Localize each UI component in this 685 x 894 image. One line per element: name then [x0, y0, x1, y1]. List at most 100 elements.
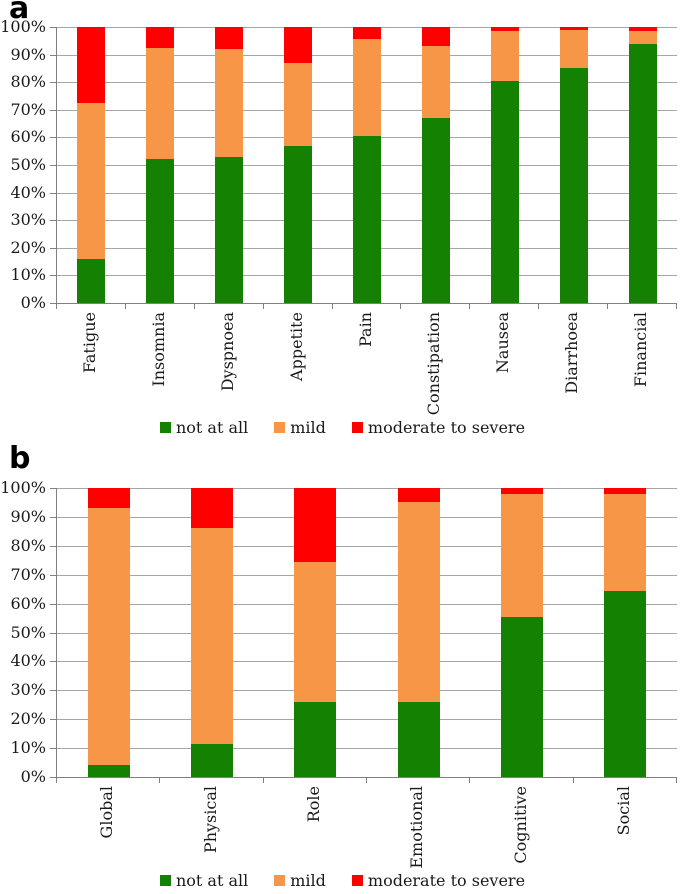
bar-dyspnoea — [215, 27, 244, 303]
bar-constipation — [421, 27, 450, 303]
y-axis-label: 0% — [20, 767, 46, 786]
y-axis-tick — [50, 137, 56, 139]
gridline — [57, 545, 677, 547]
gridline — [57, 516, 677, 518]
bar-segment-moderate-to-severe — [284, 27, 313, 63]
legend-item-moderate-to-severe: moderate to severe — [351, 418, 525, 437]
y-axis-tick — [50, 603, 56, 605]
y-axis-label: 40% — [10, 182, 46, 202]
bar-segment-mild — [87, 508, 130, 766]
legend-swatch-mild — [274, 422, 286, 433]
x-axis-label-role: Role — [303, 786, 323, 823]
y-axis-tick — [50, 220, 56, 222]
bar-segment-not-at-all — [215, 156, 244, 303]
legend-item-moderate-to-severe: moderate to severe — [351, 871, 525, 890]
bar-segment-mild — [353, 39, 381, 137]
bar-segment-mild — [397, 502, 440, 702]
x-axis-label-appetite: Appetite — [286, 312, 306, 381]
y-axis-tick — [50, 488, 56, 489]
bar-emotional — [397, 488, 440, 777]
gridline — [57, 748, 677, 750]
gridline — [57, 719, 677, 721]
legend-label-not-at-all: not at all — [175, 418, 249, 437]
y-axis-label: 10% — [10, 738, 46, 758]
x-axis-tick — [366, 778, 367, 783]
x-axis-label-cell: Role — [263, 786, 366, 868]
y-axis-label: 50% — [10, 622, 46, 642]
legend-label-mild: mild — [290, 418, 326, 437]
y-axis-label: 20% — [10, 709, 46, 729]
legend-swatch-moderate-to-severe — [351, 422, 363, 433]
x-axis-label-cell: Emotional — [366, 786, 469, 869]
y-axis-label: 30% — [10, 210, 46, 230]
x-axis-tick — [607, 304, 609, 309]
x-axis-label-financial: Financial — [631, 312, 651, 388]
bar-appetite — [284, 27, 313, 303]
y-axis-tick — [50, 690, 56, 692]
y-axis-tick — [50, 275, 56, 277]
bar-segment-not-at-all — [284, 145, 313, 303]
y-axis-tick — [50, 719, 56, 721]
x-axis-label-nausea: Nausea — [493, 312, 513, 374]
bar-segment-moderate-to-severe — [490, 27, 519, 32]
x-axis-label-dyspnoea: Dyspnoea — [217, 312, 237, 392]
plot-area-b — [56, 488, 677, 778]
bar-segment-moderate-to-severe — [353, 27, 381, 40]
bar-segment-mild — [294, 561, 337, 702]
bar-segment-not-at-all — [294, 701, 337, 777]
x-axis-tick — [676, 778, 677, 783]
legend-label-mild: mild — [290, 871, 326, 890]
bar-segment-moderate-to-severe — [77, 27, 106, 103]
x-axis-label-pain: Pain — [355, 312, 375, 348]
bar-segment-moderate-to-severe — [191, 488, 233, 529]
x-axis-tick — [262, 778, 264, 783]
bar-segment-mild — [628, 31, 657, 44]
y-axis-label: 20% — [10, 237, 46, 257]
legend-label-not-at-all: not at all — [175, 871, 249, 890]
bar-segment-not-at-all — [628, 43, 657, 303]
y-axis-label: 0% — [20, 293, 46, 312]
y-axis-label: 80% — [10, 72, 46, 92]
bar-segment-mild — [559, 29, 588, 69]
y-axis-tick — [50, 54, 56, 56]
x-axis-tick — [331, 304, 333, 309]
y-axis-tick — [50, 777, 56, 778]
bar-segment-not-at-all — [421, 118, 450, 303]
bar-segment-moderate-to-severe — [294, 488, 337, 562]
x-axis-tick — [56, 778, 57, 783]
bar-segment-not-at-all — [501, 616, 543, 777]
bar-role — [294, 488, 337, 777]
legend-b: not at all mild moderate to severe — [0, 871, 685, 890]
x-axis-label-diarrhoea: Diarrhoea — [562, 312, 582, 394]
legend-swatch-mild — [274, 875, 286, 886]
y-axis-label: 100% — [0, 17, 46, 36]
bar-segment-mild — [77, 102, 106, 259]
x-axis-label-physical: Physical — [200, 786, 220, 854]
bar-financial — [628, 27, 657, 303]
y-axis-label: 30% — [10, 680, 46, 700]
legend-item-not-at-all: not at all — [159, 871, 249, 890]
gridline — [57, 574, 677, 576]
x-axis-tick — [469, 304, 471, 309]
legend-swatch-moderate-to-severe — [351, 875, 363, 886]
bar-segment-mild — [501, 493, 543, 617]
x-axis-label-global: Global — [97, 786, 117, 839]
y-axis-tick — [50, 632, 56, 634]
x-axis-label-constipation: Constipation — [424, 312, 444, 416]
y-axis-tick — [50, 516, 56, 518]
panel-a-letter: a — [9, 0, 30, 26]
y-axis-label: 60% — [10, 593, 46, 613]
plot-area-a — [56, 27, 677, 304]
bar-segment-mild — [146, 47, 175, 160]
legend-item-mild: mild — [274, 418, 326, 437]
bar-segment-not-at-all — [604, 590, 647, 777]
y-axis-label: 70% — [10, 99, 46, 119]
y-axis-tick — [50, 574, 56, 576]
bar-insomnia — [146, 27, 175, 303]
x-axis-tick — [159, 778, 161, 783]
y-axis-label: 40% — [10, 651, 46, 671]
bar-segment-not-at-all — [559, 68, 588, 303]
panel-b-letter: b — [9, 441, 31, 476]
y-axis-label: 70% — [10, 564, 46, 584]
